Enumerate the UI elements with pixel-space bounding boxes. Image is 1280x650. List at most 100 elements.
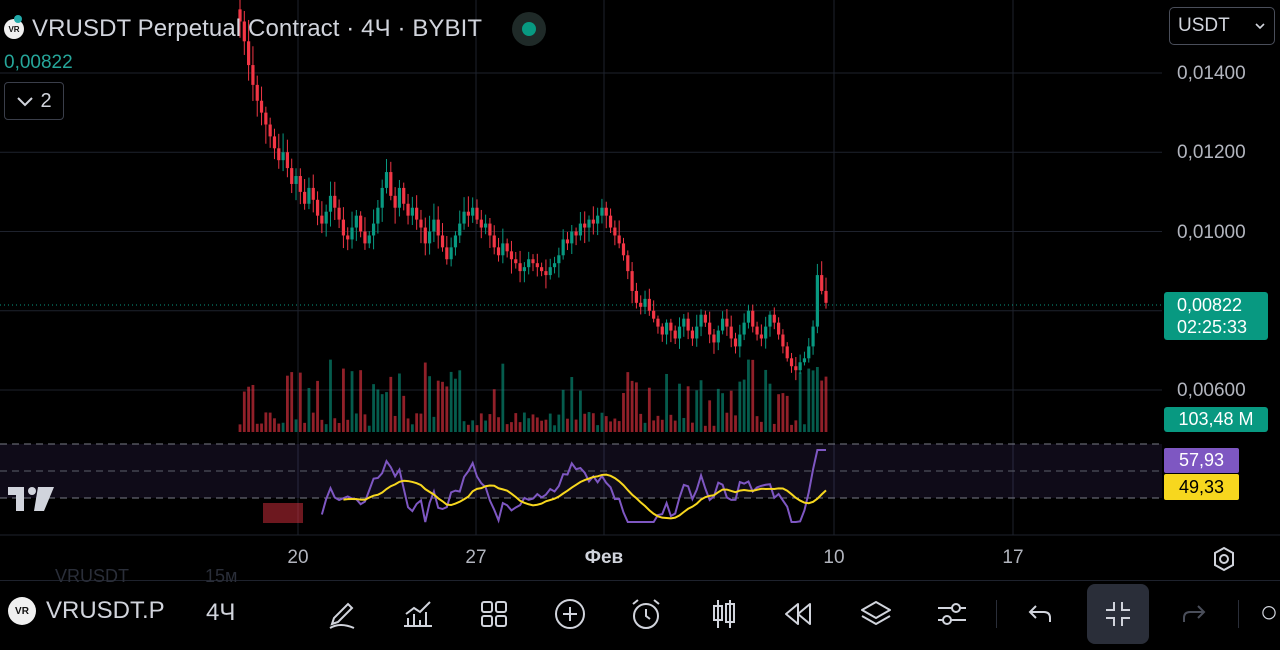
volume-bar	[255, 423, 259, 432]
volume-bar	[790, 424, 793, 432]
volume-bar	[691, 422, 694, 432]
volume-bar	[678, 383, 681, 432]
volume-bar	[566, 418, 569, 432]
volume-bar	[747, 359, 750, 432]
candle	[384, 158, 389, 194]
templates-button[interactable]	[474, 594, 514, 634]
volume-bar	[540, 420, 544, 432]
candle-body	[406, 203, 410, 216]
more-button[interactable]	[1258, 594, 1280, 634]
volume-bar	[643, 422, 647, 432]
candle-body	[755, 326, 759, 335]
candle-body	[247, 41, 251, 66]
volume-bar	[613, 418, 617, 432]
candle-body	[600, 207, 604, 216]
candle-body	[315, 199, 320, 216]
undo-button[interactable]	[1020, 594, 1060, 634]
candle-body	[630, 271, 634, 291]
candle	[785, 342, 789, 362]
candle	[333, 181, 337, 220]
collapse-icon	[1106, 602, 1130, 626]
candle	[359, 211, 363, 238]
candle-body	[824, 290, 828, 303]
rsi-ma-value-badge: 49,33	[1164, 474, 1239, 500]
candle	[807, 338, 811, 363]
volume-bar	[260, 423, 263, 432]
redo-button[interactable]	[1174, 594, 1214, 634]
price-tick: 0,00600	[1177, 380, 1246, 401]
timeframe-button[interactable]: 4Ч	[206, 599, 236, 626]
candle	[419, 209, 423, 244]
candle	[738, 324, 742, 358]
candle	[423, 217, 427, 256]
volume-bar	[570, 377, 574, 432]
market-status-icon[interactable]	[512, 12, 547, 46]
symbol-button[interactable]: VR VRUSDT.P	[8, 597, 171, 625]
layers-button[interactable]	[856, 594, 896, 634]
candle	[570, 224, 574, 254]
volume-bar	[553, 425, 556, 432]
candle-body	[583, 223, 587, 228]
candles-icon	[713, 600, 735, 628]
volume-bar	[251, 384, 255, 432]
redo-icon	[1183, 605, 1206, 622]
volume-bar	[428, 376, 431, 432]
pencil-icon	[329, 602, 355, 629]
indicators-button[interactable]	[398, 594, 438, 634]
chart-title[interactable]: VRUSDT Perpetual Contract · 4Ч · BYBIT	[32, 15, 483, 42]
candle	[587, 215, 591, 242]
candle	[531, 254, 535, 272]
candle-body	[591, 219, 595, 224]
volume-bar	[635, 382, 638, 432]
candle-body	[664, 322, 669, 335]
volume-bar	[350, 371, 354, 432]
volume-bar	[445, 386, 449, 432]
volume-bar	[329, 359, 332, 432]
collapse-legend-button[interactable]: 2	[4, 82, 64, 120]
candle-body	[527, 259, 531, 268]
time-tick: 10	[823, 547, 845, 568]
candle	[755, 321, 759, 341]
chart-type-button[interactable]	[704, 594, 744, 634]
volume-bar	[527, 418, 531, 432]
candle-body	[652, 310, 656, 319]
volume-bar	[354, 413, 358, 432]
candle-body	[613, 227, 617, 236]
volume-bar	[729, 390, 733, 432]
tradingview-logo	[8, 487, 54, 511]
volume-bar	[410, 424, 414, 432]
candle-body	[690, 330, 695, 339]
volume-bar	[544, 419, 548, 432]
replay-button[interactable]	[778, 594, 818, 634]
volume-bar	[583, 413, 587, 432]
replay-icon	[785, 603, 811, 625]
settings-button[interactable]	[932, 594, 972, 634]
candle-body	[341, 219, 346, 236]
rsi-oversold-fill	[263, 503, 303, 523]
candle-body	[669, 322, 673, 331]
chart-settings-icon[interactable]	[1211, 546, 1237, 572]
candle	[725, 309, 729, 336]
currency-select[interactable]: USDT	[1169, 7, 1275, 45]
candle-body	[811, 326, 815, 347]
volume-bar	[531, 414, 535, 432]
candle	[746, 305, 751, 329]
add-button[interactable]	[550, 594, 590, 634]
volume-bar	[518, 422, 522, 432]
volume-bar	[432, 416, 436, 432]
candle-body	[272, 136, 277, 149]
candle	[613, 220, 617, 246]
candle-body	[746, 310, 751, 323]
candle	[703, 310, 707, 327]
alert-button[interactable]	[626, 594, 666, 634]
volume-bar	[398, 373, 401, 432]
candle	[626, 250, 630, 280]
candle	[380, 179, 384, 222]
fullscreen-exit-button[interactable]	[1098, 594, 1138, 634]
candle-body	[725, 318, 729, 327]
volume-bar	[497, 417, 500, 432]
time-tick: 20	[287, 547, 309, 568]
candle	[514, 252, 518, 269]
price-chart[interactable]	[0, 0, 1280, 580]
drawing-tools-button[interactable]	[322, 594, 362, 634]
